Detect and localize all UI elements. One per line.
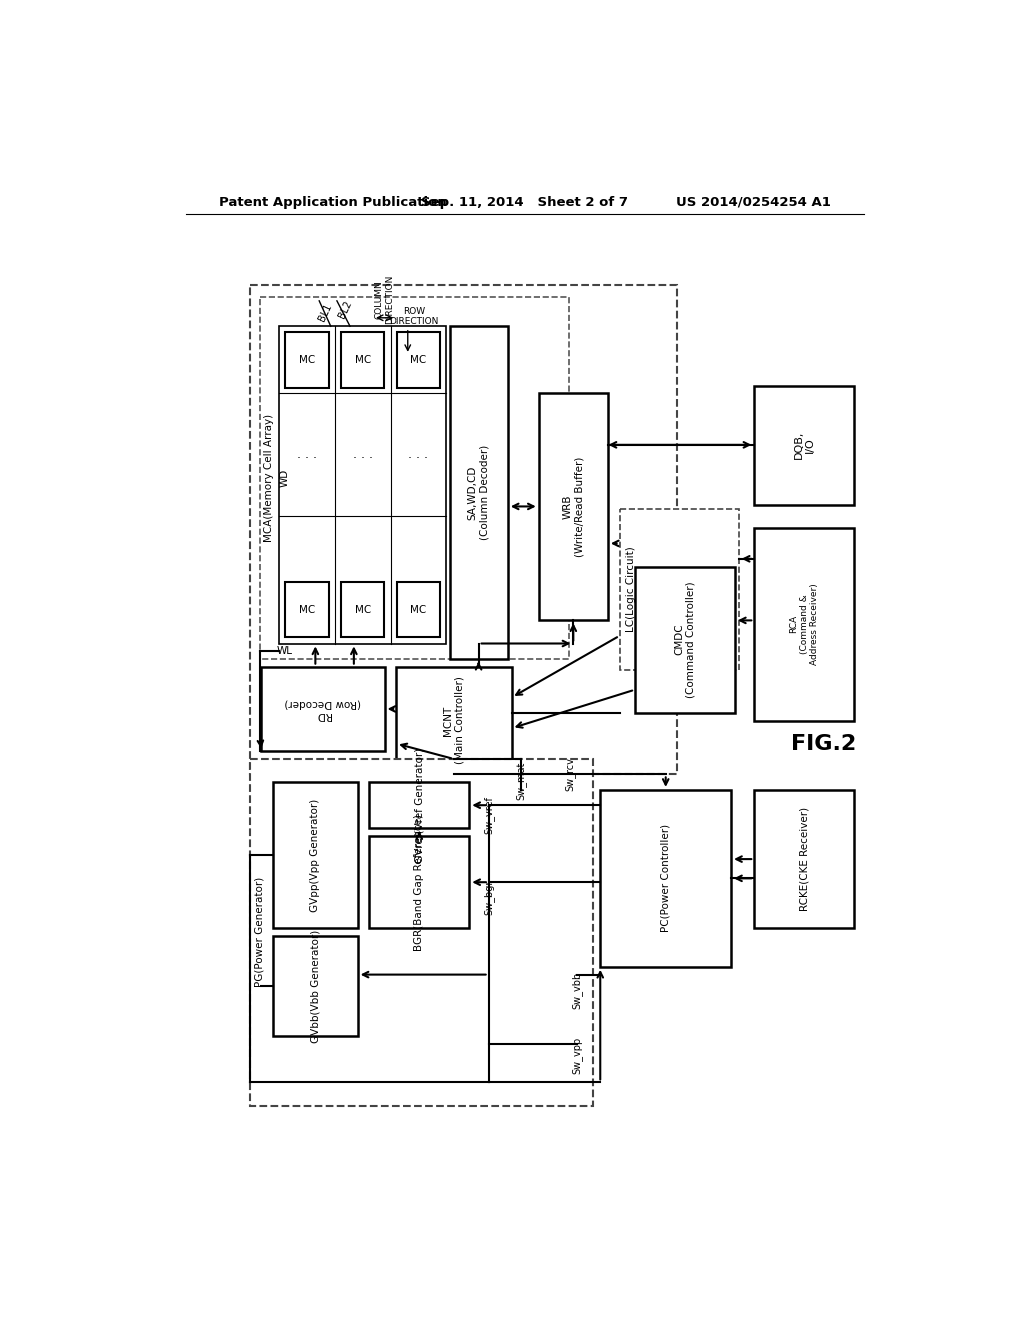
Bar [250, 285, 677, 775]
Text: CMDC
(Command Controller): CMDC (Command Controller) [674, 581, 695, 698]
Text: RD
(Row Decoder): RD (Row Decoder) [285, 698, 361, 719]
Text: Sw_rcv: Sw_rcv [564, 758, 574, 791]
Bar [396, 582, 440, 638]
Text: PG(Power Generator): PG(Power Generator) [255, 876, 265, 987]
Bar [620, 508, 739, 671]
Bar [755, 385, 854, 506]
Text: BGR(Band Gap Reference): BGR(Band Gap Reference) [415, 813, 424, 950]
Bar [600, 789, 731, 966]
Text: Patent Application Publication: Patent Application Publication [219, 195, 446, 209]
Text: Sw_vpp: Sw_vpp [571, 1036, 583, 1074]
Bar [451, 326, 508, 659]
Text: WL: WL [276, 647, 293, 656]
Text: WRB
(Write/Read Buffer): WRB (Write/Read Buffer) [562, 457, 584, 557]
Bar [396, 667, 512, 775]
Text: . . .: . . . [409, 449, 428, 462]
Bar [261, 667, 385, 751]
Text: RCA
(Command &
Address Receiver): RCA (Command & Address Receiver) [790, 583, 819, 665]
Text: Sw_mat: Sw_mat [515, 762, 526, 800]
Bar [341, 333, 384, 388]
Text: GVbb(Vbb Generator): GVbb(Vbb Generator) [310, 929, 321, 1043]
Bar [396, 333, 440, 388]
Bar [539, 393, 608, 620]
Text: GVref(Vref Generator): GVref(Vref Generator) [415, 747, 424, 863]
Bar [755, 528, 854, 721]
Text: Sep. 11, 2014   Sheet 2 of 7: Sep. 11, 2014 Sheet 2 of 7 [421, 195, 629, 209]
Text: . . .: . . . [352, 449, 373, 462]
Text: . . .: . . . [297, 449, 317, 462]
Text: Sw_bgr: Sw_bgr [483, 880, 494, 915]
Text: RCKE(CKE Receiver): RCKE(CKE Receiver) [800, 807, 809, 911]
Text: BL2: BL2 [337, 298, 354, 319]
Bar [260, 297, 569, 659]
Bar [280, 326, 446, 644]
Bar [635, 566, 735, 713]
Text: LC(Logic Circuit): LC(Logic Circuit) [626, 546, 636, 632]
Text: ROW
DIRECTION: ROW DIRECTION [389, 306, 438, 326]
Bar [755, 789, 854, 928]
Bar [286, 333, 329, 388]
Text: MC: MC [354, 605, 371, 615]
Bar [370, 781, 469, 829]
Text: DQB,
I/O: DQB, I/O [794, 430, 815, 459]
Bar [370, 836, 469, 928]
Text: MC: MC [299, 605, 315, 615]
Text: PC(Power Controller): PC(Power Controller) [660, 824, 671, 932]
Text: Sw_vbb: Sw_vbb [571, 972, 583, 1008]
Text: FIG.2: FIG.2 [791, 734, 856, 754]
Text: COLUMN
DIRECTION: COLUMN DIRECTION [375, 275, 394, 323]
Text: MC: MC [354, 355, 371, 366]
Bar [273, 936, 357, 1036]
Text: MCA(Memory Cell Array): MCA(Memory Cell Array) [264, 414, 274, 543]
Text: MC: MC [411, 355, 427, 366]
Text: WD: WD [280, 469, 290, 487]
Bar [286, 582, 329, 638]
Text: MCNT
(Main Controller): MCNT (Main Controller) [443, 677, 465, 764]
Text: SA,WD,CD
(Column Decoder): SA,WD,CD (Column Decoder) [468, 445, 489, 540]
Text: MC: MC [299, 355, 315, 366]
Bar [273, 781, 357, 928]
Text: GVpp(Vpp Generator): GVpp(Vpp Generator) [310, 799, 321, 912]
Bar [250, 759, 593, 1105]
Bar [341, 582, 384, 638]
Text: US 2014/0254254 A1: US 2014/0254254 A1 [677, 195, 831, 209]
Text: BL1: BL1 [316, 302, 334, 323]
Text: Sw_vref: Sw_vref [483, 796, 494, 834]
Text: MC: MC [411, 605, 427, 615]
